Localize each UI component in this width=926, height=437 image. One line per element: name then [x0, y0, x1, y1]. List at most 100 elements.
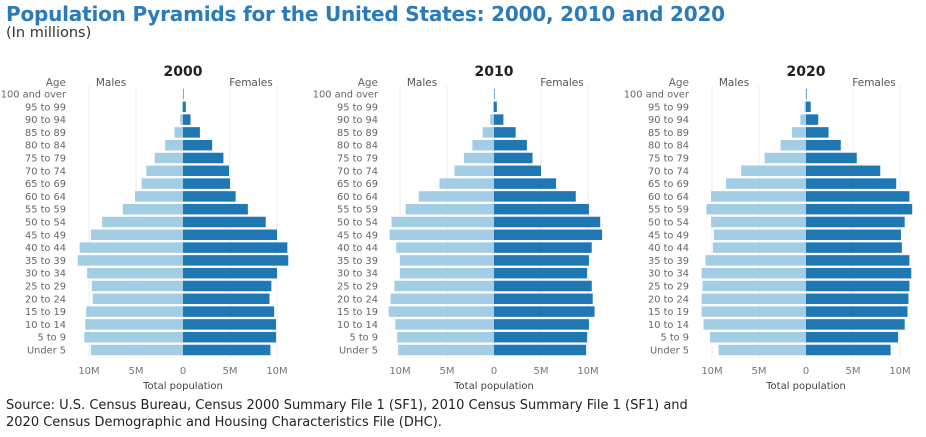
x-tick-label: 0	[803, 366, 809, 377]
x-tick-label: 5M	[440, 366, 455, 377]
female-bar	[806, 216, 905, 228]
age-group-label: 35 to 39	[25, 256, 66, 267]
female-bar	[183, 203, 248, 215]
female-bar	[494, 293, 593, 305]
age-group-label: 30 to 34	[648, 269, 689, 280]
male-bar	[726, 178, 806, 189]
age-group-label: 40 to 44	[337, 243, 378, 254]
age-group-label: 95 to 99	[337, 102, 378, 113]
x-tick-label: 10M	[266, 366, 287, 377]
males-label: Males	[719, 77, 749, 89]
female-bar	[806, 203, 913, 215]
female-bar	[494, 88, 495, 100]
age-group-label: 55 to 59	[648, 205, 689, 216]
female-bar	[494, 255, 589, 266]
age-group-label: 75 to 79	[648, 154, 689, 165]
male-bar	[77, 255, 183, 266]
age-group-label: 45 to 49	[648, 230, 689, 241]
male-bar	[388, 306, 494, 317]
female-bar	[183, 216, 266, 228]
female-bar	[494, 203, 589, 215]
male-bar	[92, 293, 183, 305]
male-bar	[705, 255, 806, 266]
female-bar	[183, 101, 186, 113]
male-bar	[86, 306, 183, 317]
male-bar	[141, 178, 183, 189]
age-group-label: 25 to 29	[25, 282, 66, 293]
female-bar	[806, 127, 829, 138]
x-axis-label: Total population	[142, 381, 223, 392]
age-group-label: 90 to 94	[25, 115, 66, 126]
female-bar	[494, 229, 603, 241]
age-group-label: 65 to 69	[648, 179, 689, 190]
x-tick-label: 0	[491, 366, 497, 377]
male-bar	[800, 114, 806, 125]
page-title: Population Pyramids for the United State…	[6, 2, 725, 26]
x-tick-label: 10M	[889, 366, 910, 377]
x-tick-label: 5M	[129, 366, 144, 377]
x-tick-label: 10M	[389, 366, 410, 377]
female-bar	[183, 280, 272, 292]
male-bar	[84, 331, 183, 343]
male-bar	[764, 152, 806, 164]
age-group-label: 35 to 39	[337, 256, 378, 267]
age-group-label: 80 to 84	[337, 141, 378, 152]
age-group-label: 85 to 89	[648, 128, 689, 139]
age-group-label: 20 to 24	[25, 294, 66, 305]
age-group-label: 5 to 9	[660, 333, 689, 344]
male-bar	[493, 101, 494, 113]
female-bar	[806, 229, 901, 241]
age-group-label: 20 to 24	[648, 294, 689, 305]
chart-title: 2010	[475, 64, 514, 80]
male-bar	[397, 331, 494, 343]
age-group-label: 90 to 94	[648, 115, 689, 126]
age-group-label: 50 to 54	[25, 218, 66, 229]
male-bar	[122, 203, 183, 215]
male-bar	[390, 293, 494, 305]
male-bar	[472, 139, 494, 151]
x-axis-label: Total population	[453, 381, 534, 392]
female-bar	[183, 293, 270, 305]
male-bar	[90, 344, 183, 356]
male-bar	[804, 101, 806, 113]
age-group-label: Under 5	[339, 346, 378, 357]
female-bar	[183, 229, 277, 241]
male-bar	[702, 280, 806, 292]
female-bar	[806, 101, 811, 113]
age-group-label: 45 to 49	[337, 230, 378, 241]
age-axis-label: Age	[358, 77, 378, 89]
female-bar	[806, 255, 910, 266]
x-tick-label: 10M	[78, 366, 99, 377]
male-bar	[398, 344, 494, 356]
male-bar	[701, 267, 806, 279]
female-bar	[806, 306, 908, 317]
male-bar	[718, 344, 806, 356]
male-bar	[90, 229, 183, 241]
age-group-label: 50 to 54	[648, 218, 689, 229]
female-bar	[183, 255, 289, 266]
age-group-label: 75 to 79	[337, 154, 378, 165]
age-group-label: 95 to 99	[25, 102, 66, 113]
female-bar	[494, 242, 592, 253]
female-bar	[494, 165, 541, 177]
male-bar	[741, 165, 806, 177]
age-group-label: 70 to 74	[648, 166, 689, 177]
male-bar	[701, 293, 806, 305]
male-bar	[701, 306, 806, 317]
female-bar	[806, 267, 912, 279]
male-bar	[91, 280, 183, 292]
age-group-label: 5 to 9	[37, 333, 66, 344]
male-bar	[182, 101, 183, 113]
female-bar	[806, 139, 841, 151]
male-bar	[87, 267, 183, 279]
male-bar	[174, 127, 183, 138]
male-bar	[180, 114, 183, 125]
male-bar	[713, 229, 806, 241]
male-bar	[780, 139, 806, 151]
female-bar	[494, 127, 516, 138]
females-label: Females	[852, 77, 895, 89]
age-group-label: 80 to 84	[25, 141, 66, 152]
female-bar	[183, 319, 277, 330]
female-bar	[183, 178, 230, 189]
age-group-label: 65 to 69	[25, 179, 66, 190]
